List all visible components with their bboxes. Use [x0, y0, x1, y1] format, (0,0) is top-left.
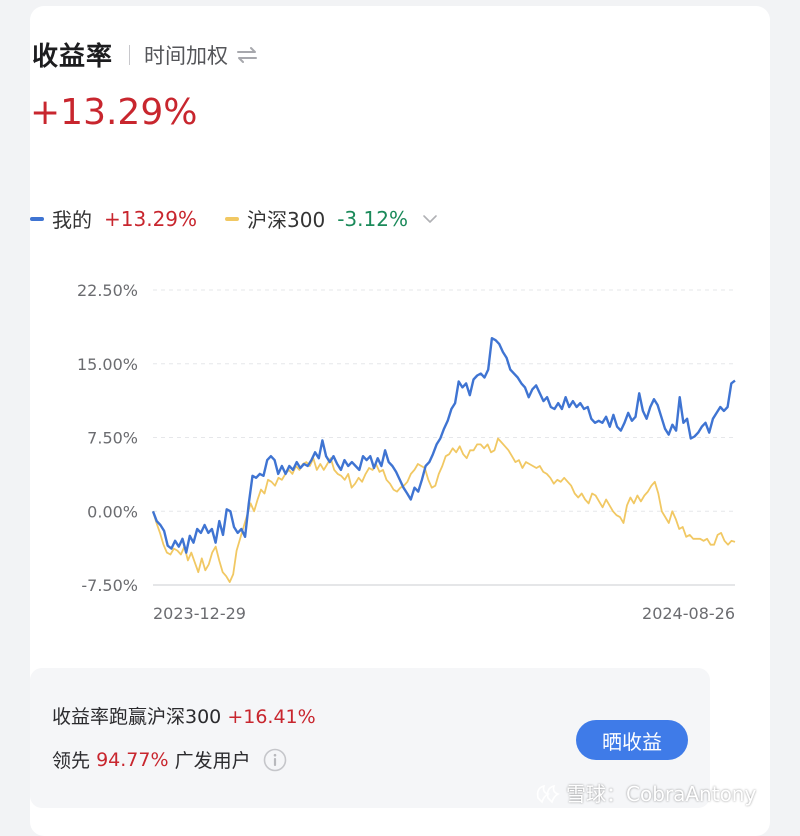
lead-value: 94.77%	[96, 748, 169, 771]
y-tick-label: 15.00%	[77, 355, 138, 374]
watermark: 雪球：CobraAntony	[534, 778, 756, 807]
xueqiu-logo-icon	[536, 784, 560, 803]
index-swatch	[225, 216, 240, 221]
legend-index-label: 沪深300	[247, 208, 326, 232]
chart-legend: 我的 +13.29% 沪深300 -3.12%	[30, 204, 466, 233]
series-line-index	[152, 437, 736, 584]
y-tick-label: 22.50%	[77, 281, 138, 300]
returns-chart: 22.50% 15.00% 7.50% 0.00% -7.50% 2023-12-29 20…	[77, 281, 736, 623]
method-label[interactable]: 时间加权	[144, 43, 229, 68]
x-date-label: 2023-12-29	[153, 604, 246, 623]
compare-prefix: 收益率跑赢沪深300	[52, 706, 222, 728]
header: 收益率 时间加权	[32, 36, 258, 73]
series-line-mine	[151, 336, 736, 554]
compare-panel: 收益率跑赢沪深300 +16.41% 领先 94.77% 广发用户 晒收益	[30, 668, 710, 808]
compare-value: +16.41%	[227, 706, 316, 728]
legend-mine-value: +13.29%	[104, 206, 198, 231]
divider	[129, 44, 131, 65]
swap-icon[interactable]	[236, 46, 258, 64]
compare-line: 收益率跑赢沪深300 +16.41%	[52, 702, 316, 729]
y-tick-label: -7.50%	[81, 576, 138, 595]
chevron-down-icon[interactable]	[422, 214, 438, 224]
info-icon[interactable]	[263, 748, 287, 772]
lead-line: 领先 94.77% 广发用户	[52, 746, 287, 773]
return-value: +13.29%	[30, 92, 198, 133]
lead-prefix: 领先	[52, 750, 91, 772]
legend-mine-label: 我的	[52, 208, 92, 232]
y-tick-label: 0.00%	[87, 502, 138, 521]
lead-suffix: 广发用户	[174, 750, 251, 772]
y-tick-label: 7.50%	[87, 429, 138, 448]
legend-index-value: -3.12%	[337, 206, 408, 231]
watermark-text: 雪球：CobraAntony	[566, 782, 757, 806]
legend-item-mine[interactable]: 我的 +13.29%	[30, 204, 197, 233]
page-title: 收益率	[32, 42, 114, 72]
x-date-label: 2024-08-26	[642, 604, 735, 623]
mine-swatch	[30, 216, 44, 221]
legend-item-index[interactable]: 沪深300 -3.12%	[225, 204, 438, 233]
share-returns-button[interactable]: 晒收益	[576, 720, 688, 760]
